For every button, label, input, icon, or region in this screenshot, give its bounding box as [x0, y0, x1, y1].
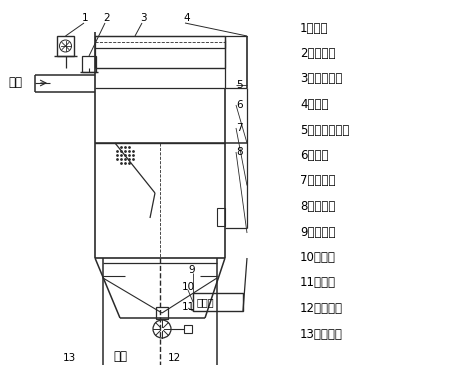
Text: 11: 11: [182, 302, 195, 312]
Text: 6、花板: 6、花板: [300, 149, 328, 162]
Bar: [156, 307, 168, 319]
Text: 12、卸料器: 12、卸料器: [300, 302, 343, 315]
Text: 10: 10: [182, 282, 195, 292]
Bar: [193, 293, 243, 311]
Text: 4、上笱: 4、上笱: [300, 98, 328, 111]
Text: 5、滤袋及笼骨: 5、滤袋及笼骨: [300, 123, 349, 137]
Text: 6: 6: [236, 100, 243, 110]
Text: 3、低压气包: 3、低压气包: [300, 73, 342, 85]
Text: 控制仪: 控制仪: [197, 297, 215, 307]
Text: 4: 4: [183, 13, 190, 23]
Text: 7: 7: [236, 123, 243, 133]
Text: 2、控制阀: 2、控制阀: [300, 47, 335, 60]
Text: 9、控制仪: 9、控制仪: [300, 226, 335, 238]
Text: 8: 8: [236, 147, 243, 157]
Text: 3: 3: [140, 13, 146, 23]
Text: 1、风机: 1、风机: [300, 22, 328, 35]
Text: 10、灰斗: 10、灰斗: [300, 251, 336, 264]
Bar: [217, 208, 225, 226]
Text: 11、支腿: 11、支腿: [300, 277, 336, 289]
Bar: [57, 36, 74, 56]
Text: 2: 2: [103, 13, 110, 23]
Text: 13、检查孔: 13、检查孔: [300, 327, 343, 341]
Text: 进风: 进风: [8, 76, 22, 88]
Bar: [82, 56, 96, 72]
Text: 卸灰: 卸灰: [113, 350, 127, 362]
Text: 13: 13: [63, 353, 76, 363]
Bar: [184, 325, 192, 333]
Text: 9: 9: [188, 265, 195, 275]
Text: 12: 12: [168, 353, 181, 363]
Bar: [95, 36, 225, 48]
Text: 5: 5: [236, 80, 243, 90]
Text: 1: 1: [82, 13, 89, 23]
Text: 7、净气笱: 7、净气笱: [300, 174, 335, 188]
Text: 8、检修门: 8、检修门: [300, 200, 335, 213]
